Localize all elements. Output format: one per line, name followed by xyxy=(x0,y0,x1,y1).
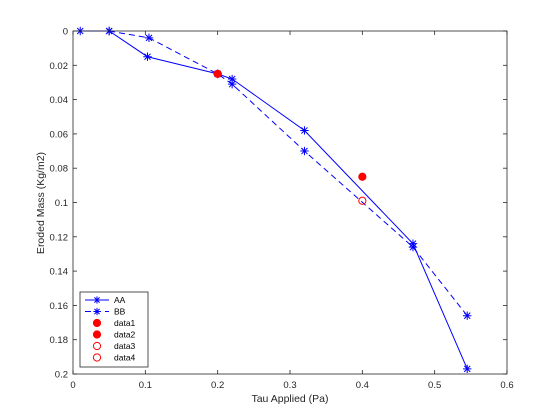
y-tick-label: 0.2 xyxy=(55,370,68,381)
legend-marker-filled-circle xyxy=(92,318,102,328)
y-axis-ticks: 0 0.02 0.04 0.06 0.08 0.1 0.12 0.14 0.16 0.18 0.2 xyxy=(50,27,507,381)
data-point-AA xyxy=(143,52,152,61)
legend-item-AA: AA xyxy=(85,295,126,305)
x-tick-label: 0 xyxy=(70,380,75,391)
plot-frame xyxy=(72,30,508,375)
legend-item-BB: BB xyxy=(85,307,126,317)
data-point-BB xyxy=(227,79,237,89)
legend-marker-open-circle xyxy=(92,341,102,351)
x-axis-ticks: 0 0.1 0.2 0.3 0.4 0.5 0.6 xyxy=(70,31,514,391)
legend-label: BB xyxy=(114,307,126,317)
y-tick-label: 0 xyxy=(63,27,68,38)
legend-label: data3 xyxy=(114,341,136,351)
y-tick-label: 0.18 xyxy=(50,335,69,346)
legend-label: AA xyxy=(114,295,126,305)
y-tick-label: 0.04 xyxy=(50,95,69,106)
data-point-BB xyxy=(144,33,154,43)
data-point-data2 xyxy=(358,172,367,181)
series-data2 xyxy=(358,172,367,181)
series-line-AA xyxy=(80,30,468,370)
x-tick-label: 0.6 xyxy=(500,380,513,391)
legend-label: data1 xyxy=(114,318,136,328)
legend-marker-open-circle xyxy=(92,353,102,362)
data-point-AA xyxy=(227,74,237,84)
data-point-AA xyxy=(463,364,472,374)
x-tick-label: 0.2 xyxy=(211,380,224,391)
y-tick-label: 0.1 xyxy=(55,198,68,209)
x-tick-label: 0.5 xyxy=(428,380,441,391)
x-tick-label: 0.4 xyxy=(356,380,369,391)
data-point-BB xyxy=(408,242,418,252)
y-tick-label: 0.06 xyxy=(50,129,69,140)
legend-marker-star xyxy=(93,296,101,304)
legend-marker-star xyxy=(93,307,101,316)
data-point-data4 xyxy=(358,196,367,205)
legend-marker-filled-circle xyxy=(92,330,102,339)
y-tick-label: 0.12 xyxy=(50,232,69,243)
y-tick-label: 0.16 xyxy=(50,301,69,312)
x-tick-label: 0.3 xyxy=(283,380,296,391)
data-point-AA xyxy=(300,126,309,135)
data-point-data1 xyxy=(213,69,222,78)
data-point-BB xyxy=(463,311,472,320)
legend-label: data2 xyxy=(114,330,136,340)
y-axis-title: Eroded Mass (Kg/m2) xyxy=(35,152,47,254)
legend-label: data4 xyxy=(114,353,136,363)
legend-box xyxy=(79,291,149,368)
legend-item-data1: data1 xyxy=(92,318,136,328)
y-tick-label: 0.08 xyxy=(50,164,69,175)
x-axis-title: Tau Applied (Pa) xyxy=(251,393,328,405)
x-tick-label: 0.1 xyxy=(139,380,152,391)
data-point-BB xyxy=(300,146,309,156)
legend-item-data4: data4 xyxy=(92,353,136,363)
y-tick-label: 0.14 xyxy=(50,267,69,278)
series-data4 xyxy=(358,196,367,205)
y-tick-label: 0.02 xyxy=(50,61,69,72)
series-data1 xyxy=(213,69,222,78)
legend-item-data3: data3 xyxy=(92,341,136,351)
legend-item-data2: data2 xyxy=(92,330,136,340)
